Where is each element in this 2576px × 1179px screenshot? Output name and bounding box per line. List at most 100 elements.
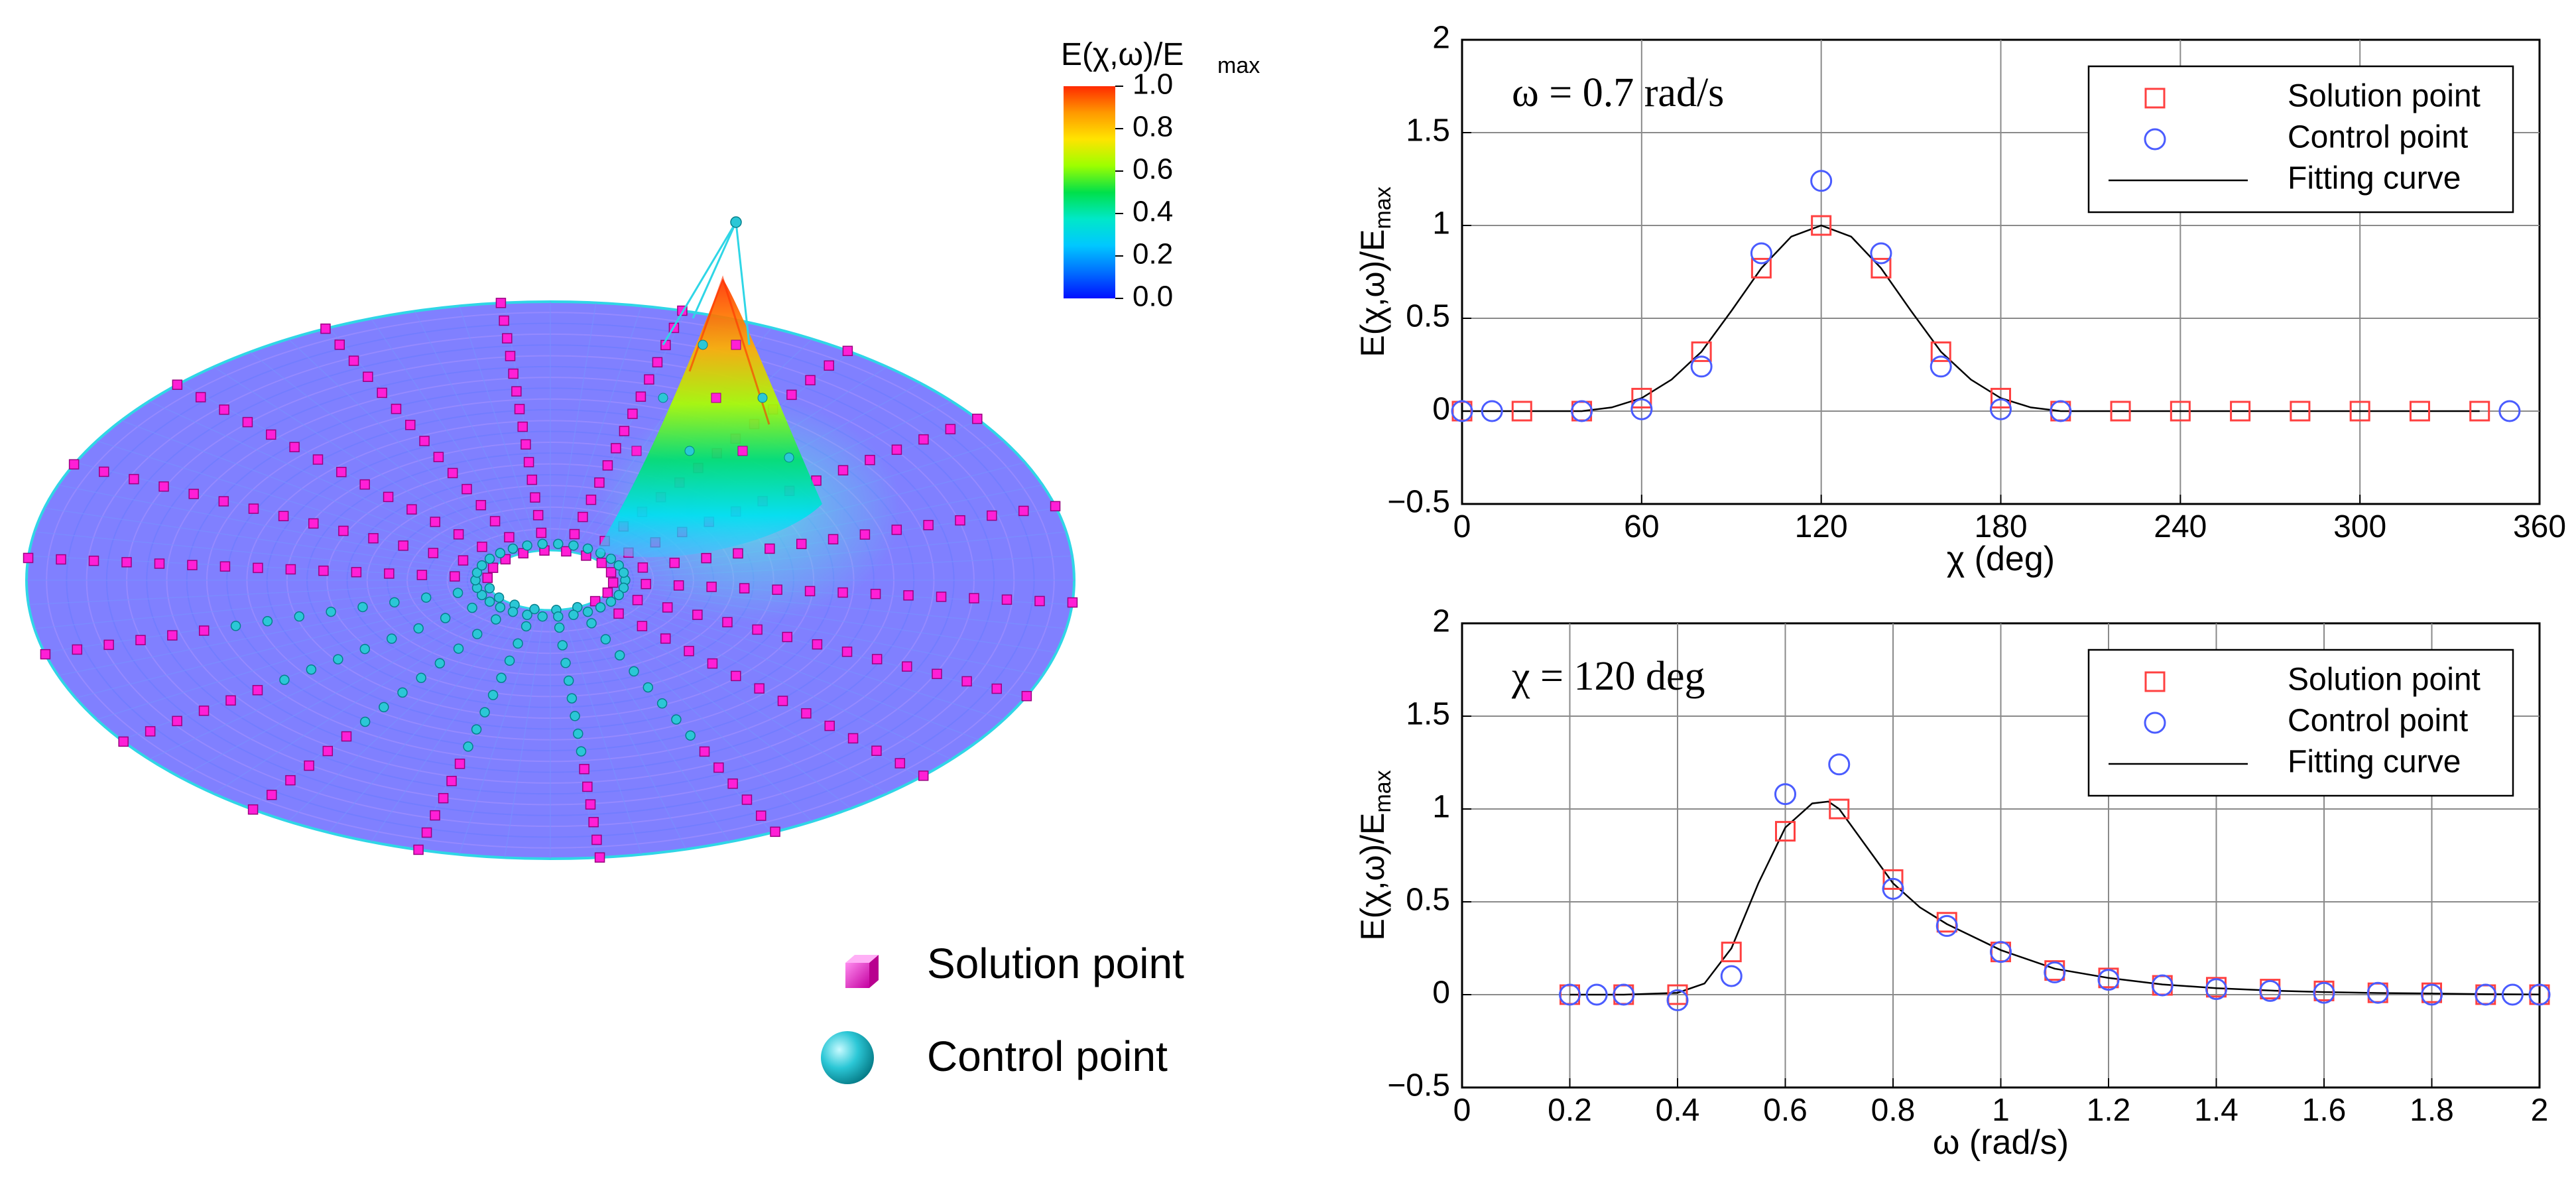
x-tick-label: 0.8 [1871,1093,1916,1128]
control-point-marker [2205,978,2227,1001]
surface-point-rays [23,298,1078,863]
x-tick-label: 300 [2333,509,2386,544]
control-point-marker [2501,983,2524,1006]
control-point-marker [1810,170,1833,192]
solution-point-marker [1721,942,1742,963]
chart-legend [2087,65,2514,214]
solution-point-marker [1750,257,1772,279]
x-tick-label: 0 [1453,1093,1471,1128]
colorbar: E(χ,ω)/E max 1.0 0.8 0.6 0.4 0.2 0.0 [1061,37,1260,313]
control-point-marker [2475,983,2497,1006]
control-point-marker [2528,983,2551,1006]
legend-control-point-label: Control point [927,1032,1168,1080]
surface-legend: Solution point Control point [821,940,1184,1084]
control-point-marker [1559,983,1581,1006]
x-axis-label: ω (rad/s) [1933,1123,2069,1162]
legend-square-marker [2144,671,2166,692]
legend-circle-marker [2144,712,2166,734]
colorbar-tick-label: 0.0 [1133,280,1173,313]
control-point-marker [2044,961,2066,983]
x-tick-label: 1.8 [2410,1093,2454,1128]
x-tick-label: 0.2 [1548,1093,1592,1128]
y-tick-label: 0.5 [1406,883,1450,918]
control-point-marker [1690,355,1713,378]
solution-point-marker [1775,821,1796,842]
x-axis-label: χ (deg) [1947,540,2055,578]
control-point-marker [2097,969,2120,991]
x-tick-label: 120 [1795,509,1848,544]
y-tick-label: 0.5 [1406,299,1450,334]
cube-icon [845,955,879,988]
x-tick-label: 1.2 [2087,1093,2131,1128]
solution-point-marker [1811,215,1832,236]
surface-peak [597,216,822,558]
solution-point-marker [1631,387,1652,408]
chart-legend [2087,649,2514,797]
y-tick-label: 1 [1432,790,1450,825]
control-point-marker [2498,400,2521,422]
x-tick-label: 1.6 [2302,1093,2347,1128]
y-tick-label: −0.5 [1387,1068,1450,1103]
colorbar-tick-label: 0.4 [1133,196,1173,228]
solution-point-marker [1882,869,1904,890]
legend-entry-label: Solution point [2288,662,2481,698]
x-tick-label: 0.6 [1763,1093,1808,1128]
y-tick-label: 1 [1432,206,1450,241]
sphere-icon [821,1031,874,1084]
control-point-marker [1613,983,1635,1006]
x-tick-label: 60 [1624,509,1659,544]
control-point-marker [1630,398,1653,420]
x-tick-label: 180 [1974,509,2027,544]
control-point-marker [1990,941,2012,963]
surface-plot: E(χ,ω)/E max 1.0 0.8 0.6 0.4 0.2 0.0 Solution… [23,37,1260,1084]
x-tick-label: 0 [1453,509,1471,544]
control-point-marker [1481,400,1503,422]
control-point-marker [2259,979,2282,1002]
colorbar-tick-label: 0.6 [1133,153,1173,186]
control-point-marker [1882,877,1904,900]
solution-point-marker [1691,341,1712,362]
legend-square-marker [2144,88,2166,109]
solution-point-marker [1930,341,1951,362]
control-point-marker [1666,989,1689,1011]
solution-point-marker [2409,401,2430,422]
colorbar-title-subscript: max [1217,53,1260,78]
control-point-marker [2151,974,2174,997]
control-point-marker [1720,965,1743,987]
control-point-marker [1930,355,1952,378]
y-axis-label: E(χ,ω)/Emax [1354,186,1396,357]
x-tick-label: 240 [2154,509,2207,544]
x-tick-label: 2 [2531,1093,2549,1128]
control-point-marker [1451,400,1473,422]
control-point-marker [2313,981,2335,1004]
chart-energy-vs-frequency: −0.500.511.520 0.2 0.4 0.6 0.8 1 1.2 1.4 1.6 1.8 2… [1354,604,2551,1162]
solution-point-marker [1871,257,1892,279]
chart-annotation: ω = 0.7 rad/s [1512,70,1724,115]
legend-entry-label: Control point [2288,120,2468,155]
solution-point-marker [2290,401,2311,422]
control-point-marker [1990,398,2012,420]
y-tick-label: −0.5 [1387,485,1450,520]
colorbar-title: E(χ,ω)/E [1061,37,1184,72]
y-axis-label: E(χ,ω)/Emax [1354,770,1396,940]
energy-peak [597,279,822,558]
y-tick-label: 1.5 [1406,697,1450,732]
solution-point-marker [1829,798,1850,820]
y-tick-label: 2 [1432,21,1450,56]
legend-circle-marker [2144,128,2166,151]
legend-entry-label: Fitting curve [2288,161,2461,196]
colorbar-tick-label: 1.0 [1133,68,1173,101]
fitting-curve-line [1569,800,2540,996]
solution-point-marker [2230,401,2251,422]
control-point-marker [1870,242,1892,265]
control-point-marker [2366,981,2389,1004]
colorbar-gradient [1064,86,1115,298]
solution-point-marker [2170,401,2191,422]
solution-point-marker [2110,401,2131,422]
y-tick-label: 1.5 [1406,113,1450,149]
control-point-marker [1571,400,1593,422]
colorbar-tick-label: 0.8 [1133,111,1173,143]
legend-entry-label: Control point [2288,704,2468,739]
